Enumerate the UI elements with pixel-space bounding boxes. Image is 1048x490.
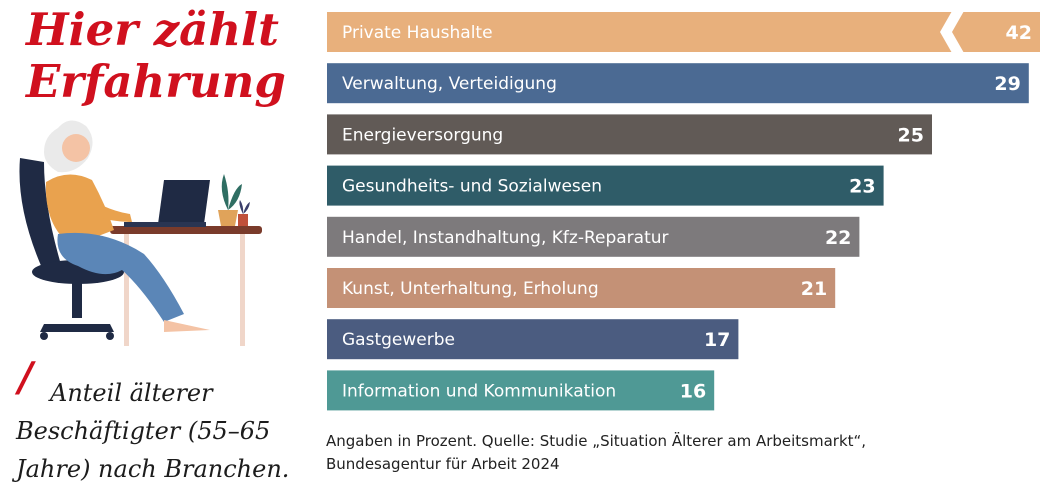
bar-value-8: 16	[680, 380, 706, 402]
bar-7	[327, 319, 739, 360]
bar-value-7: 17	[704, 329, 730, 351]
feet	[164, 320, 210, 332]
laptop-base	[124, 222, 206, 227]
bar-8	[327, 370, 715, 411]
chart-title: Hier zählt Erfahrung	[26, 4, 286, 108]
bar-4	[327, 165, 884, 206]
bar-label-2: Verwaltung, Verteidigung	[342, 74, 557, 94]
title-line-1: Hier zählt	[26, 3, 279, 56]
bar-value-5: 22	[825, 227, 851, 249]
bar-label-7: Gastgewerbe	[342, 330, 455, 350]
bar-chart: Private Haushalte 42 Verwaltung, Verteidig…	[327, 11, 1040, 411]
chart-subtitle: Anteil älterer Beschäftigter (55–65 Jahr…	[16, 379, 290, 483]
accent-slash: /	[18, 354, 33, 401]
bar-value-1: 42	[1006, 22, 1032, 44]
bar-label-5: Handel, Instandhaltung, Kfz-Reparatur	[342, 228, 669, 248]
bar-1	[327, 12, 1040, 52]
chair-back	[19, 158, 62, 268]
axis-break-marker	[940, 11, 964, 53]
desk-leg-left	[124, 234, 129, 346]
bar-label-4: Gesundheits- und Sozialwesen	[342, 177, 602, 197]
laptop-screen	[158, 180, 210, 224]
face	[62, 134, 90, 162]
source-note: Angaben in Prozent. Quelle: Studie „Situ…	[326, 430, 1026, 476]
bar-value-2: 29	[994, 73, 1020, 95]
bar-label-8: Information und Kommunikation	[342, 381, 616, 401]
legs	[57, 232, 184, 322]
source-line-2: Bundesagentur für Arbeit 2024	[326, 455, 560, 473]
bar-value-4: 23	[849, 176, 875, 198]
source-line-1: Angaben in Prozent. Quelle: Studie „Situ…	[326, 432, 867, 450]
small-pot	[238, 214, 248, 226]
bar-label-1: Private Haushalte	[342, 23, 493, 43]
arm	[76, 192, 132, 222]
desk-top	[110, 226, 262, 234]
bar-value-6: 21	[801, 278, 827, 300]
torso	[45, 174, 114, 246]
woman-at-laptop-illustration	[19, 120, 262, 346]
plant-leaves	[221, 174, 242, 210]
title-line-2: Erfahrung	[26, 55, 286, 108]
chair-pole	[72, 278, 82, 318]
bar-label-3: Energieversorgung	[342, 125, 503, 145]
desk-leg-right	[240, 234, 245, 346]
chair-base	[40, 324, 114, 332]
bar-6	[327, 268, 836, 308]
bar-5	[327, 216, 860, 257]
bar-value-3: 25	[898, 124, 924, 146]
bar-3	[327, 114, 932, 155]
bar-2	[327, 63, 1029, 104]
plant-pot	[218, 210, 238, 226]
bar-label-6: Kunst, Unterhaltung, Erholung	[342, 279, 599, 299]
